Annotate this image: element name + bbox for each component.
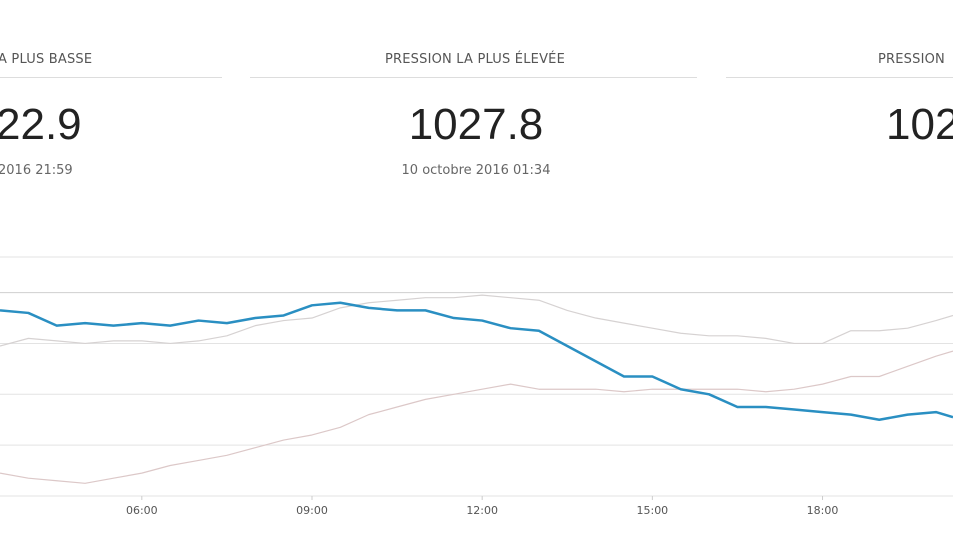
x-tick-label: 18:00	[807, 504, 839, 517]
x-tick-label: 06:00	[126, 504, 158, 517]
x-tick-label: 15:00	[636, 504, 668, 517]
divider	[0, 77, 222, 78]
x-tick-label: 12:00	[466, 504, 498, 517]
stat-date: 10 octobre 2016 01:34	[401, 163, 551, 178]
divider	[726, 77, 953, 78]
stat-value: 1027.8	[408, 100, 544, 149]
stat-date: 2016 21:59	[0, 163, 73, 178]
stat-label: PRESSION LA PLUS ÉLEVÉE	[384, 52, 565, 67]
divider	[250, 77, 697, 78]
stat-value: 102	[886, 100, 953, 149]
line-series	[0, 294, 953, 347]
line-series	[0, 350, 953, 484]
stat-label: PRESSION	[878, 52, 945, 67]
line-series	[0, 301, 953, 421]
stat-value: 22.9	[0, 100, 82, 149]
x-tick-label: 09:00	[296, 504, 328, 517]
stat-label: A PLUS BASSE	[0, 52, 93, 67]
